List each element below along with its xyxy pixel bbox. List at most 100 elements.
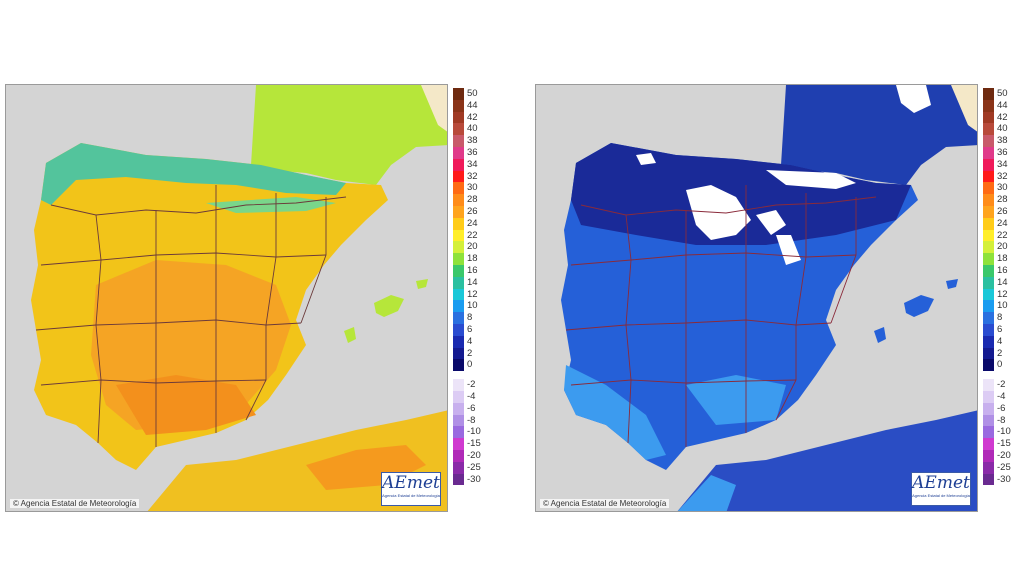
legend-swatch [453,264,464,277]
legend-label: 10 [467,300,478,312]
legend-right: 50 44 42 40 38 36 34 32 30 28 26 24 22 20 18 16 14 12 10 8 6… [983,88,1024,486]
legend-label: -8 [997,414,1006,426]
legend-row: 6 [983,323,1024,336]
legend-row: 44 [453,99,503,112]
legend-swatch [453,229,464,242]
legend-label: 32 [997,170,1008,182]
legend-swatch [983,461,994,474]
aemet-logo-brand: AEmet [382,473,440,493]
legend-label: 10 [997,300,1008,312]
legend-label: 50 [997,88,1008,99]
legend-row: -6 [453,402,503,415]
map-right: © Agencia Estatal de Meteorología AEmet … [535,84,978,512]
legend-swatch [983,217,994,230]
legend-row: 4 [983,335,1024,348]
legend-label: 22 [997,229,1008,241]
legend-row: 18 [983,253,1024,265]
legend-swatch [983,99,994,112]
legend-row: 32 [983,170,1024,183]
legend-label: -30 [997,473,1011,485]
legend-row: -8 [983,414,1024,427]
legend-swatch [453,390,464,403]
legend-label: 6 [467,323,473,335]
map-left-svg [6,85,447,511]
legend-row: -10 [983,426,1024,439]
africa-light-zone [677,475,736,511]
france-region [781,85,977,185]
legend-label: -15 [467,438,481,450]
legend-row: 22 [983,229,1024,242]
dark-north [571,143,911,245]
legend-swatch [453,194,464,206]
legend-row: 20 [983,241,1024,254]
legend-label: 30 [997,182,1008,194]
africa-landmass [677,410,977,511]
legend-swatch [453,414,464,427]
legend-label: 2 [997,347,1003,359]
legend-swatch [453,449,464,462]
legend-label: 42 [467,111,478,123]
legend-swatch [983,241,994,254]
legend-label: 26 [467,205,478,217]
copyright-left: © Agencia Estatal de Meteorología [10,499,140,508]
legend-label: 16 [997,264,1008,276]
legend-label: -20 [467,449,481,461]
legend-swatch [453,300,464,313]
legend-row: 0 [453,359,503,372]
legend-label: -25 [997,461,1011,473]
mallorca [904,295,934,317]
legend-swatch [983,288,994,301]
legend-label: 22 [467,229,478,241]
legend-swatch [453,170,464,183]
legend-row: 14 [983,276,1024,289]
legend-swatch [453,99,464,112]
legend-label: 24 [467,217,478,229]
province-borders-left [35,185,347,447]
legend-row: -25 [453,461,503,474]
legend-row: 8 [453,312,503,324]
legend-swatch [453,123,464,136]
legend-row: 50 [983,88,1024,100]
ibiza [874,327,886,343]
legend-label: -15 [997,438,1011,450]
legend-label: 4 [997,335,1003,347]
legend-row: 16 [453,264,503,277]
legend-row: 26 [983,205,1024,218]
legend-row: 36 [983,146,1024,159]
legend-swatch [983,312,994,324]
legend-row: -10 [453,426,503,439]
legend-label: 34 [997,158,1008,170]
legend-swatch [983,194,994,206]
legend-row: -15 [983,438,1024,450]
legend-label: -30 [467,473,481,485]
legend-row: 24 [453,217,503,230]
legend-label: -6 [467,402,476,414]
aemet-logo-brand: AEmet [912,473,970,493]
legend-row: -20 [453,449,503,462]
legend-row: 40 [453,123,503,136]
legend-swatch [453,205,464,218]
legend-row: 24 [983,217,1024,230]
legend-swatch [453,323,464,336]
legend-swatch [453,146,464,159]
legend-label: 42 [997,111,1008,123]
legend-label: 36 [997,146,1008,158]
legend-swatch [983,276,994,289]
legend-swatch [453,182,464,195]
legend-swatch [983,111,994,124]
legend-swatch [453,312,464,324]
legend-row: 0 [983,359,1024,372]
legend-label: -6 [997,402,1006,414]
legend-swatch [983,438,994,450]
province-borders-right [565,185,877,447]
legend-left: 50 44 42 40 38 36 34 32 30 28 26 24 22 20 18 16 14 12 10 8 6… [453,88,503,486]
legend-label: -4 [997,390,1006,402]
legend-swatch [983,379,994,391]
temperature-map-panel-right: © Agencia Estatal de Meteorología AEmet … [535,80,1024,516]
legend-swatch [453,379,464,391]
legend-label: 12 [467,288,478,300]
legend-label: 8 [997,312,1003,324]
legend-label: 6 [997,323,1003,335]
mallorca [374,295,404,317]
legend-swatch [983,182,994,195]
